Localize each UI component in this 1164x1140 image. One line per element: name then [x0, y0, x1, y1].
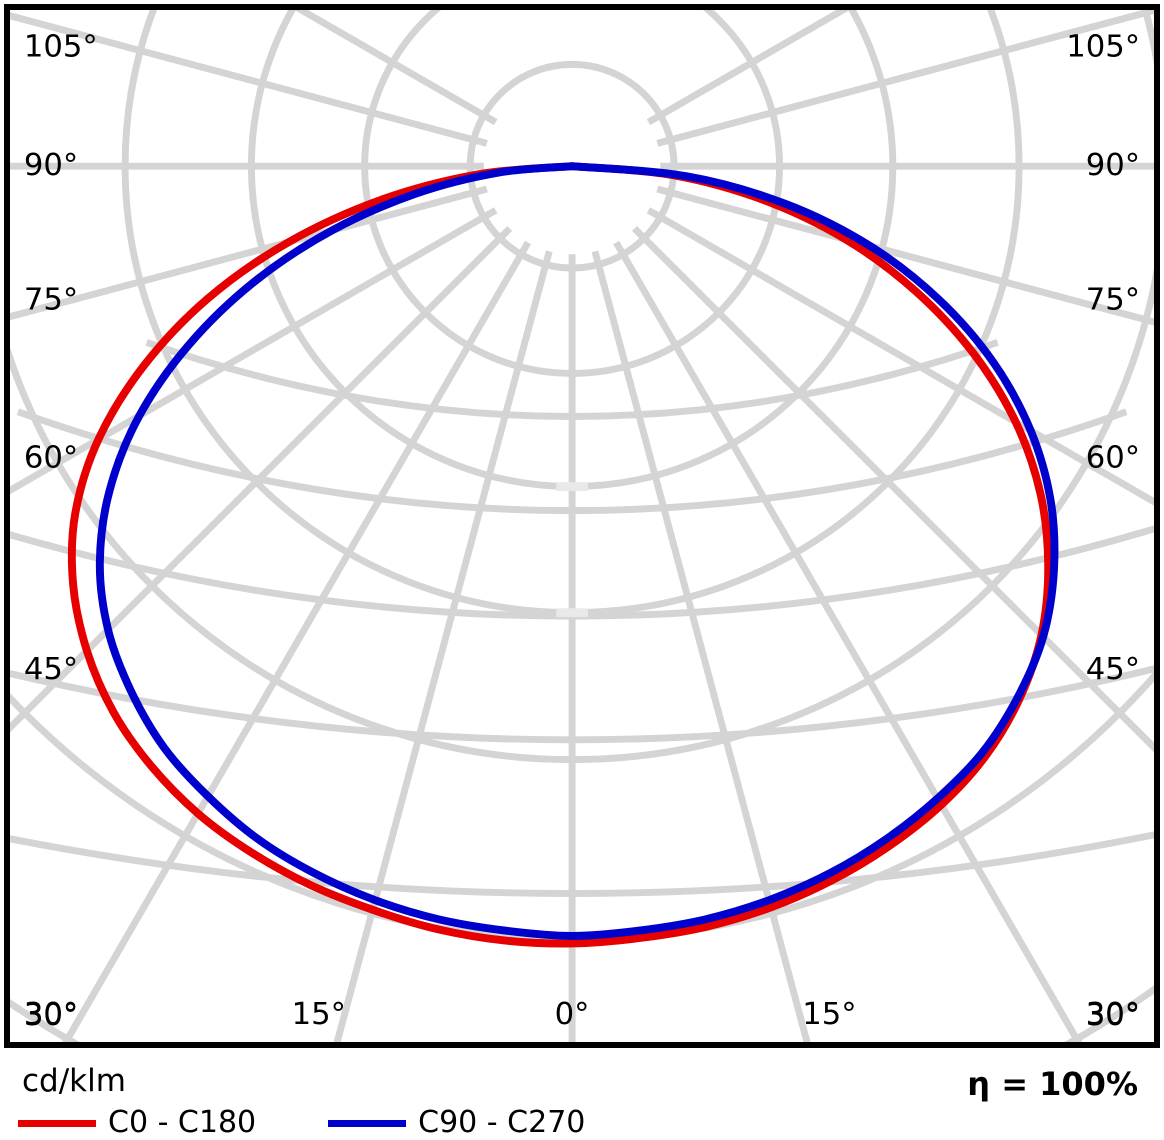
legend-swatch-c0-c180 — [18, 1119, 96, 1127]
curve-c0-c180 — [67, 162, 1053, 948]
tick-label-left-30: 30° — [24, 998, 78, 1033]
tick-label-bottom-2: 15° — [802, 997, 856, 1032]
tick-label-right-90: 90° — [1086, 148, 1140, 183]
grid-spoke--105 — [10, 12, 488, 147]
tick-label-left-105: 105° — [24, 29, 98, 64]
unit-label: cd/klm — [22, 1063, 126, 1099]
polar-grid — [10, 10, 1154, 1042]
grid-bow-arc-1 — [16, 408, 1128, 515]
grid-bow-arc-4 — [10, 831, 1154, 897]
grid-spoke--15 — [333, 250, 553, 1042]
legend-label-c90-c270: C90 - C270 — [418, 1105, 586, 1140]
grid-bow-arc-3 — [10, 665, 1154, 744]
legend-label-c0-c180: C0 - C180 — [108, 1105, 257, 1140]
grid-spoke--75 — [10, 185, 488, 321]
tick-label-left-90: 90° — [24, 148, 78, 183]
tick-label-right-75: 75° — [1086, 283, 1140, 318]
tick-label-right-45: 45° — [1086, 652, 1140, 687]
polar-plot: 105° 90° 75° 60° 45° 30° 105° 90° 75° 60° 45° 30° 15… — [10, 10, 1154, 1042]
grid-bow-arc-0 — [145, 339, 999, 420]
tick-label-bottom-1: 0° — [555, 997, 590, 1032]
legend-item-c0-c180: C0 - C180 — [18, 1108, 256, 1138]
legend-item-c90-c270: C90 - C270 — [328, 1108, 585, 1138]
efficiency-label: η = 100% — [967, 1065, 1138, 1103]
tick-label-right-105: 105° — [1066, 29, 1140, 64]
tick-label-right-30: 30° — [1086, 998, 1140, 1033]
tick-label-left-75: 75° — [24, 283, 78, 318]
grid-spoke-60 — [646, 207, 1154, 506]
legend: C0 - C180 C90 - C270 — [18, 1108, 585, 1138]
angle-tick-labels: 105° 90° 75° 60° 45° 30° 105° 90° 75° 60° 45° 30° 15… — [24, 29, 1140, 1033]
tick-label-left-45: 45° — [24, 652, 78, 687]
grid-spoke-30 — [613, 240, 1083, 1042]
grid-spoke-15 — [591, 250, 811, 1042]
grid-spoke--30 — [61, 240, 531, 1042]
tick-label-right-60: 60° — [1086, 441, 1140, 476]
tick-label-bottom-0: 15° — [292, 997, 346, 1032]
curve-c90-c270 — [95, 162, 1059, 940]
grid-spoke-105 — [656, 10, 1154, 147]
plot-frame: 105° 90° 75° 60° 45° 30° 105° 90° 75° 60° 45° 30° 15… — [4, 4, 1160, 1048]
grid-spoke--60 — [10, 207, 498, 495]
distribution-curves — [67, 162, 1059, 948]
chart-footer: cd/klm η = 100% C0 - C180 C90 - C270 — [0, 1048, 1164, 1140]
grid-spoke-75 — [656, 185, 1154, 326]
tick-label-bottom-left-30: 30° — [24, 997, 78, 1032]
tick-label-bottom-right-30: 30° — [1086, 997, 1140, 1032]
legend-swatch-c90-c270 — [328, 1119, 407, 1127]
tick-label-left-60: 60° — [24, 441, 78, 476]
